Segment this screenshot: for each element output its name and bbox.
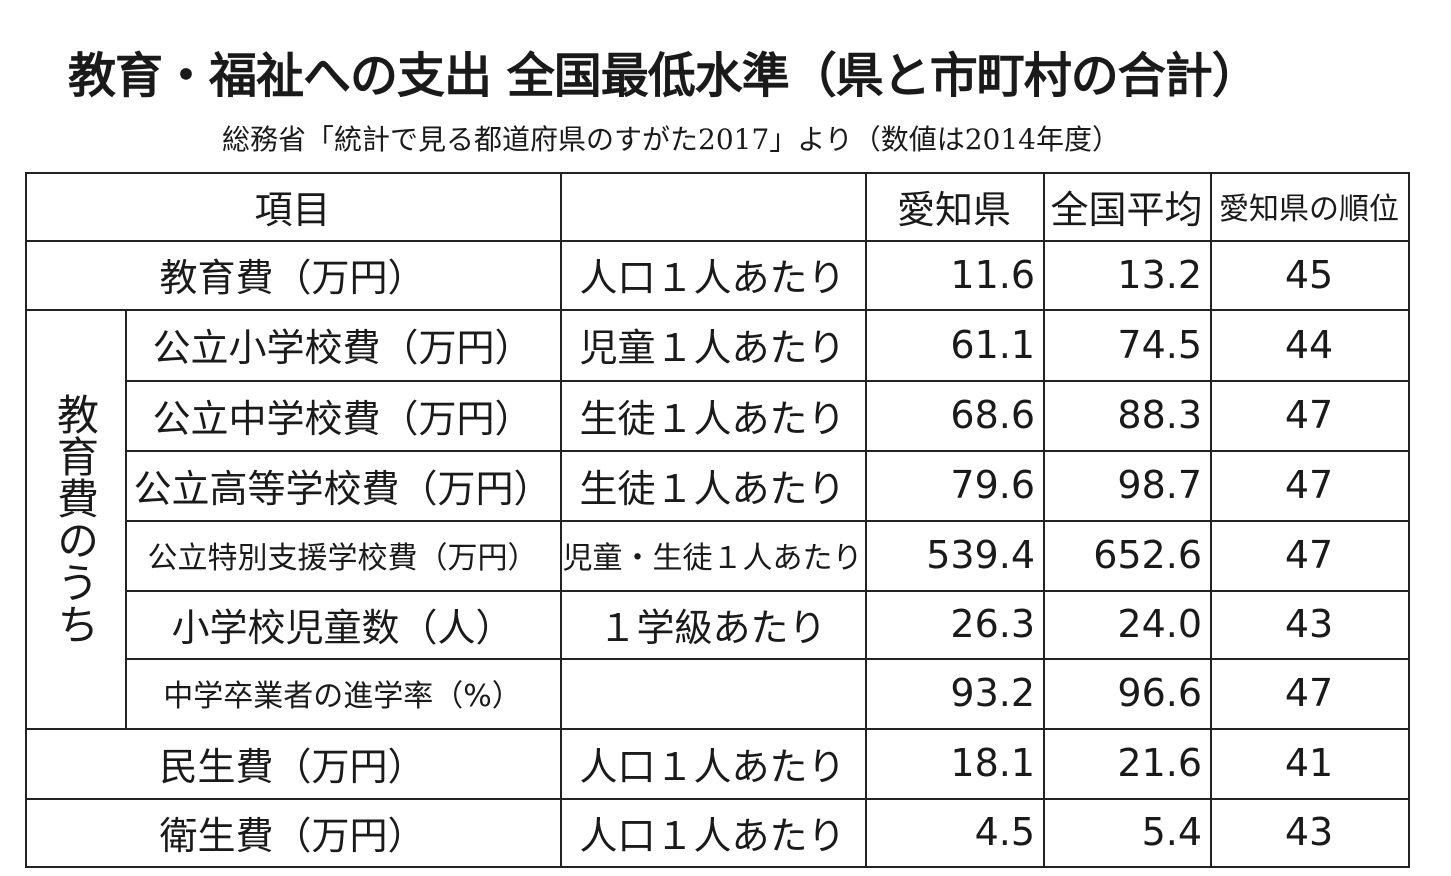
header-cell: 愛知県 bbox=[865, 172, 1045, 242]
item-cell: 教育費（万円） bbox=[25, 240, 562, 311]
value-cell: 96.6 bbox=[1043, 658, 1212, 730]
unit-cell: １学級あたり bbox=[560, 590, 867, 660]
rank-cell: 47 bbox=[1210, 450, 1410, 522]
rank-cell: 41 bbox=[1210, 728, 1410, 800]
subtitle: 総務省「統計で見る都道府県のすがた2017」より（数値は2014年度） bbox=[222, 123, 1120, 156]
title: 教育・福祉への支出 全国最低水準（県と市町村の合計） bbox=[68, 48, 1260, 104]
value-cell: 13.2 bbox=[1043, 240, 1212, 311]
value-cell: 21.6 bbox=[1043, 728, 1212, 800]
item-cell: 公立中学校費（万円） bbox=[125, 380, 562, 452]
item-cell: 中学卒業者の進学率（%） bbox=[125, 658, 562, 730]
value-cell: 88.3 bbox=[1043, 380, 1212, 452]
item-cell: 民生費（万円） bbox=[25, 728, 562, 800]
rank-cell: 47 bbox=[1210, 658, 1410, 730]
header-cell bbox=[560, 172, 867, 242]
header-cell: 全国平均 bbox=[1043, 172, 1212, 242]
value-cell: 26.3 bbox=[865, 590, 1045, 660]
value-cell: 61.1 bbox=[865, 309, 1045, 382]
value-cell: 11.6 bbox=[865, 240, 1045, 311]
item-cell: 小学校児童数（人） bbox=[125, 590, 562, 660]
rank-cell: 43 bbox=[1210, 798, 1410, 868]
unit-cell: 児童・生徒１人あたり bbox=[560, 520, 867, 592]
item-cell: 公立小学校費（万円） bbox=[125, 309, 562, 382]
value-cell: 79.6 bbox=[865, 450, 1045, 522]
rank-cell: 44 bbox=[1210, 309, 1410, 382]
unit-cell: 生徒１人あたり bbox=[560, 450, 867, 522]
unit-cell: 人口１人あたり bbox=[560, 240, 867, 311]
header-cell: 愛知県の順位 bbox=[1210, 172, 1410, 242]
value-cell: 74.5 bbox=[1043, 309, 1212, 382]
group-label: 教育費のうち bbox=[25, 309, 127, 730]
rank-cell: 47 bbox=[1210, 520, 1410, 592]
item-cell: 衛生費（万円） bbox=[25, 798, 562, 868]
value-cell: 652.6 bbox=[1043, 520, 1212, 592]
value-cell: 539.4 bbox=[865, 520, 1045, 592]
header-cell: 項目 bbox=[25, 172, 562, 242]
value-cell: 68.6 bbox=[865, 380, 1045, 452]
table: 項目 愛知県 全国平均 愛知県の順位 教育費のうち 教育費（万円） 人口１人あたり 11.6 1… bbox=[25, 172, 1410, 868]
value-cell: 18.1 bbox=[865, 728, 1045, 800]
rank-cell: 47 bbox=[1210, 380, 1410, 452]
unit-cell: 生徒１人あたり bbox=[560, 380, 867, 452]
item-cell: 公立特別支援学校費（万円） bbox=[125, 520, 562, 592]
rank-cell: 45 bbox=[1210, 240, 1410, 311]
item-cell: 公立高等学校費（万円） bbox=[125, 450, 562, 522]
value-cell: 93.2 bbox=[865, 658, 1045, 730]
unit-cell: 人口１人あたり bbox=[560, 728, 867, 800]
rank-cell: 43 bbox=[1210, 590, 1410, 660]
unit-cell: 児童１人あたり bbox=[560, 309, 867, 382]
value-cell: 98.7 bbox=[1043, 450, 1212, 522]
unit-cell: 人口１人あたり bbox=[560, 798, 867, 868]
unit-cell bbox=[560, 658, 867, 730]
value-cell: 24.0 bbox=[1043, 590, 1212, 660]
value-cell: 5.4 bbox=[1043, 798, 1212, 868]
value-cell: 4.5 bbox=[865, 798, 1045, 868]
